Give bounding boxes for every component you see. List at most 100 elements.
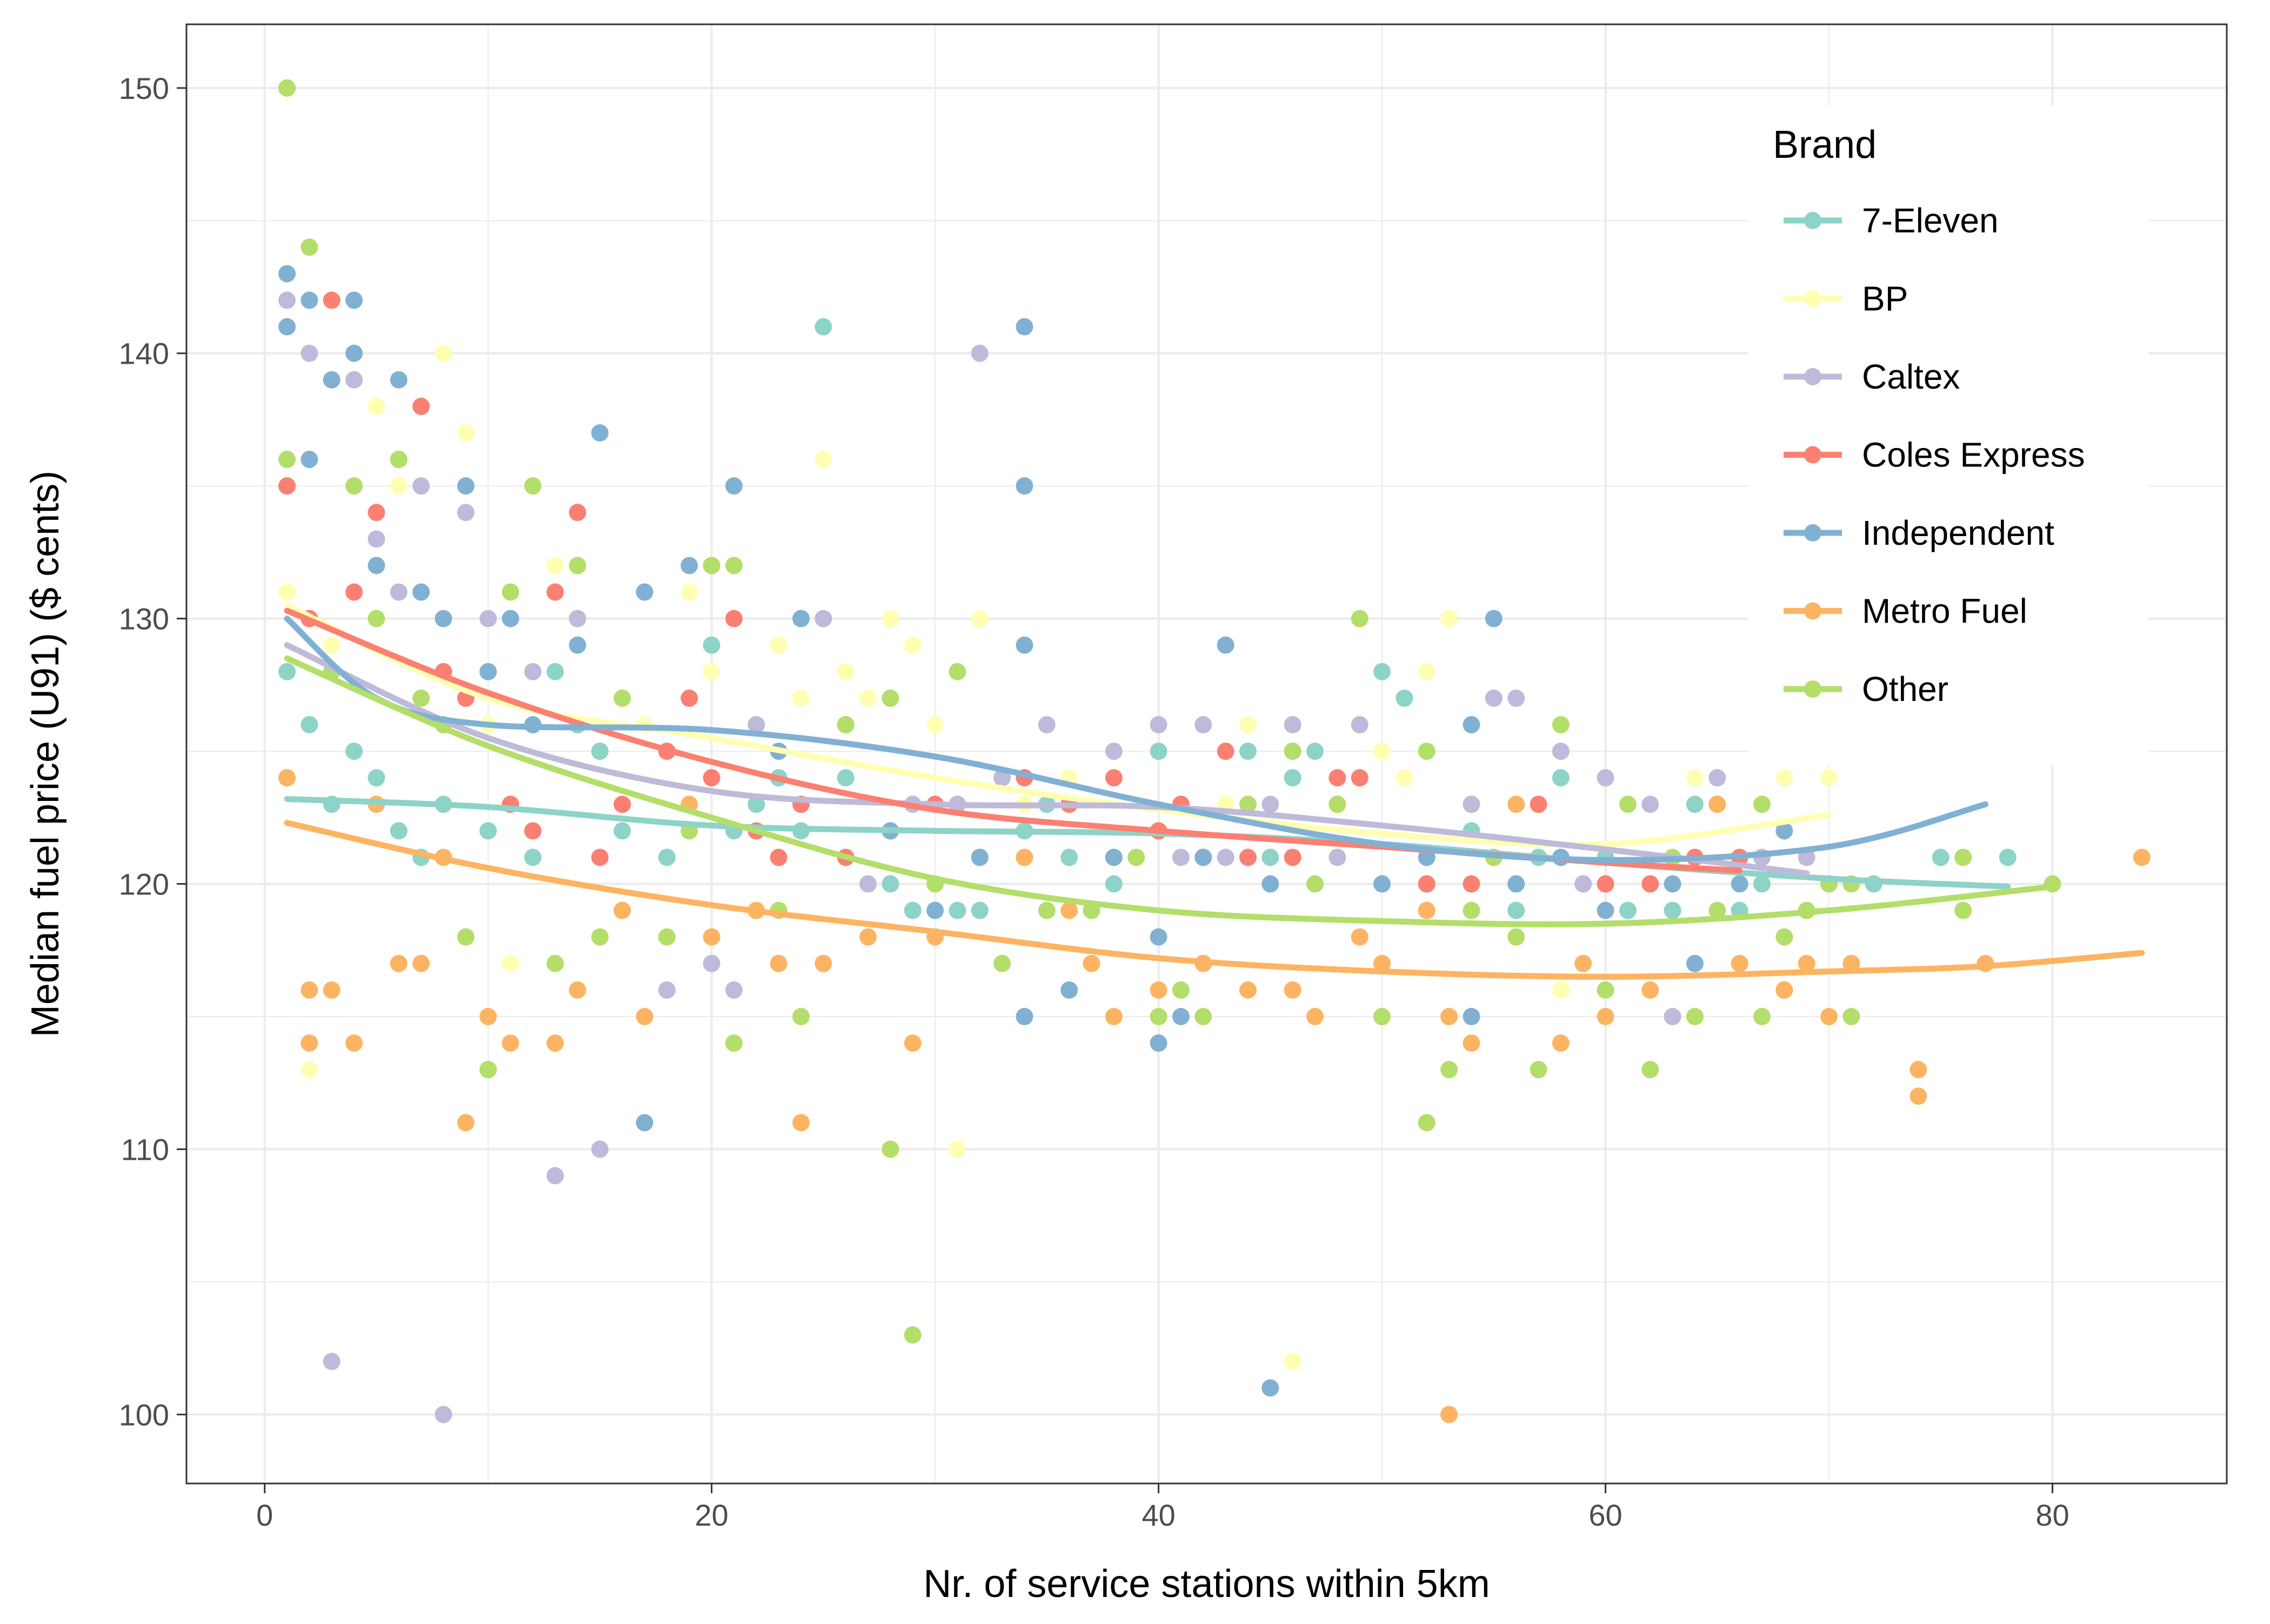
data-point-coles-express (770, 848, 787, 866)
data-point-independent (345, 344, 363, 362)
data-point-other (1686, 1008, 1704, 1025)
data-point-coles-express (1351, 769, 1368, 787)
y-tick-label: 120 (119, 867, 169, 901)
data-point-caltex (703, 954, 720, 972)
data-point-independent (1597, 901, 1614, 919)
data-point-metro-fuel (1440, 1406, 1458, 1423)
data-point-7-eleven (1373, 663, 1391, 680)
legend-key-point-caltex (1804, 368, 1821, 385)
data-point-7-eleven (1284, 769, 1301, 787)
data-point-independent (1775, 822, 1793, 840)
data-point-7-eleven (1306, 743, 1324, 760)
data-point-other (904, 1326, 922, 1344)
data-point-other (479, 1061, 497, 1079)
data-point-caltex (747, 716, 765, 733)
data-point-independent (591, 424, 609, 442)
legend-key-point-metro-fuel (1804, 602, 1821, 620)
data-point-other (1172, 981, 1190, 999)
data-point-other (1194, 1008, 1212, 1025)
data-point-bp (1239, 716, 1257, 733)
data-point-metro-fuel (457, 1114, 475, 1132)
data-point-coles-express (1463, 875, 1480, 893)
data-point-bp (502, 954, 519, 972)
data-point-caltex (1463, 796, 1480, 813)
data-point-caltex (457, 504, 475, 522)
data-point-bp (1552, 981, 1570, 999)
plot-border (185, 23, 2228, 1485)
data-point-metro-fuel (1641, 981, 1659, 999)
data-point-7-eleven (1507, 901, 1525, 919)
data-point-7-eleven (658, 848, 676, 866)
data-point-independent (1664, 875, 1681, 893)
data-point-bp (926, 716, 944, 733)
data-point-caltex (1485, 689, 1503, 707)
data-point-independent (569, 636, 586, 654)
data-point-other (390, 451, 408, 469)
data-point-7-eleven (1552, 769, 1570, 787)
data-point-7-eleven (747, 796, 765, 813)
data-point-metro-fuel (703, 928, 720, 946)
data-point-other (524, 477, 542, 495)
data-point-caltex (368, 530, 385, 548)
data-point-other (1418, 743, 1436, 760)
data-point-other (949, 663, 966, 680)
data-point-independent (1105, 848, 1123, 866)
data-point-bp (1440, 610, 1458, 627)
data-point-independent (457, 477, 475, 495)
data-point-7-eleven (1261, 848, 1279, 866)
data-point-independent (792, 610, 810, 627)
data-point-metro-fuel (1239, 981, 1257, 999)
data-point-coles-express (412, 397, 430, 415)
data-point-bp (390, 477, 408, 495)
data-point-other (1775, 928, 1793, 946)
data-point-7-eleven (882, 875, 899, 893)
data-point-metro-fuel (412, 954, 430, 972)
data-point-caltex (1641, 796, 1659, 813)
data-point-other (1418, 1114, 1436, 1132)
data-point-other (1127, 848, 1145, 866)
data-point-bp (837, 663, 854, 680)
data-point-metro-fuel (1731, 954, 1748, 972)
data-point-independent (926, 901, 944, 919)
data-point-caltex (1284, 716, 1301, 733)
data-point-metro-fuel (1507, 796, 1525, 813)
data-point-bp (1686, 769, 1704, 787)
data-point-metro-fuel (636, 1008, 653, 1025)
y-tick-label: 140 (119, 337, 169, 371)
data-point-other (546, 954, 564, 972)
data-point-coles-express (524, 822, 542, 840)
data-point-other (725, 1034, 743, 1052)
axes: 0 20 40 60 80 100 110 120 130 140 150 (119, 71, 2069, 1532)
data-point-metro-fuel (1440, 1008, 1458, 1025)
data-point-metro-fuel (770, 954, 787, 972)
data-point-caltex (390, 583, 408, 601)
data-point-metro-fuel (859, 928, 877, 946)
data-point-independent (479, 663, 497, 680)
data-point-coles-express (1105, 769, 1123, 787)
data-point-metro-fuel (904, 1034, 922, 1052)
data-point-caltex (524, 663, 542, 680)
data-point-other (792, 1008, 810, 1025)
data-point-independent (1016, 636, 1033, 654)
data-point-metro-fuel (479, 1008, 497, 1025)
x-tick-label: 40 (1141, 1498, 1175, 1532)
data-point-independent (1731, 875, 1748, 893)
data-point-bp (1373, 743, 1391, 760)
data-point-coles-express (1284, 848, 1301, 866)
data-point-7-eleven (837, 769, 854, 787)
data-point-caltex (1261, 796, 1279, 813)
data-point-7-eleven (971, 901, 989, 919)
data-point-other (725, 557, 743, 574)
data-point-7-eleven (1932, 848, 1949, 866)
data-point-independent (301, 451, 318, 469)
data-point-metro-fuel (278, 769, 296, 787)
data-point-other (1351, 610, 1368, 627)
x-tick-label: 60 (1588, 1498, 1622, 1532)
data-point-bp (1775, 769, 1793, 787)
data-point-7-eleven (1150, 743, 1167, 760)
data-point-other (1954, 901, 1972, 919)
legend-key-point-bp (1804, 290, 1821, 308)
data-point-metro-fuel (1016, 848, 1033, 866)
data-point-caltex (345, 371, 363, 389)
